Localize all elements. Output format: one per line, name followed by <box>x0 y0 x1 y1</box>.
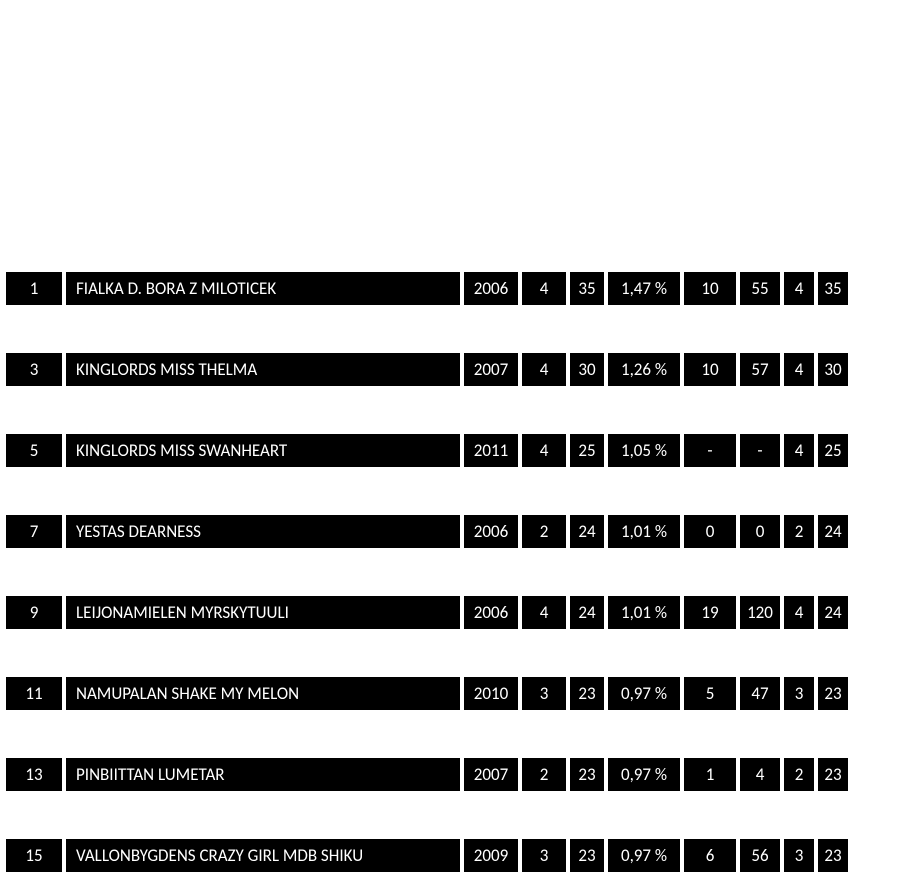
percent-cell: 0,97 % <box>608 677 680 710</box>
value-4-cell: 55 <box>740 272 780 305</box>
year-cell: 2009 <box>464 839 518 872</box>
percent-cell: 1,26 % <box>608 353 680 386</box>
rank-cell: 11 <box>6 677 62 710</box>
value-1-cell: 4 <box>522 596 566 629</box>
value-2-cell: 23 <box>570 839 604 872</box>
name-cell: YESTAS DEARNESS <box>66 515 460 548</box>
rank-cell: 3 <box>6 353 62 386</box>
value-2-cell: 23 <box>570 677 604 710</box>
table-row: 11NAMUPALAN SHAKE MY MELON20103230,97 %5… <box>6 677 896 710</box>
value-1-cell: 3 <box>522 677 566 710</box>
year-cell: 2006 <box>464 272 518 305</box>
value-1-cell: 3 <box>522 839 566 872</box>
value-2-cell: 35 <box>570 272 604 305</box>
value-4-cell: 120 <box>740 596 780 629</box>
value-3-cell: 19 <box>684 596 736 629</box>
value-2-cell: 24 <box>570 596 604 629</box>
value-6-cell: 35 <box>818 272 848 305</box>
value-2-cell: 24 <box>570 515 604 548</box>
value-6-cell: 23 <box>818 839 848 872</box>
value-3-cell: 1 <box>684 758 736 791</box>
value-4-cell: 4 <box>740 758 780 791</box>
rank-cell: 5 <box>6 434 62 467</box>
year-cell: 2006 <box>464 515 518 548</box>
rank-cell: 1 <box>6 272 62 305</box>
percent-cell: 1,47 % <box>608 272 680 305</box>
value-4-cell: 56 <box>740 839 780 872</box>
value-5-cell: 3 <box>784 839 814 872</box>
value-1-cell: 4 <box>522 272 566 305</box>
percent-cell: 0,97 % <box>608 839 680 872</box>
value-5-cell: 4 <box>784 353 814 386</box>
value-2-cell: 23 <box>570 758 604 791</box>
year-cell: 2006 <box>464 596 518 629</box>
value-4-cell: - <box>740 434 780 467</box>
value-4-cell: 0 <box>740 515 780 548</box>
name-cell: LEIJONAMIELEN MYRSKYTUULI <box>66 596 460 629</box>
value-3-cell: 10 <box>684 272 736 305</box>
rank-cell: 15 <box>6 839 62 872</box>
percent-cell: 1,01 % <box>608 596 680 629</box>
name-cell: KINGLORDS MISS SWANHEART <box>66 434 460 467</box>
year-cell: 2010 <box>464 677 518 710</box>
value-1-cell: 4 <box>522 353 566 386</box>
value-3-cell: 0 <box>684 515 736 548</box>
page: 1FIALKA D. BORA Z MILOTICEK20064351,47 %… <box>0 0 902 882</box>
value-6-cell: 24 <box>818 515 848 548</box>
table-row: 5KINGLORDS MISS SWANHEART20114251,05 %--… <box>6 434 896 467</box>
table-row: 13PINBIITTAN LUMETAR20072230,97 %14223 <box>6 758 896 791</box>
value-4-cell: 57 <box>740 353 780 386</box>
percent-cell: 0,97 % <box>608 758 680 791</box>
value-1-cell: 2 <box>522 758 566 791</box>
percent-cell: 1,01 % <box>608 515 680 548</box>
name-cell: KINGLORDS MISS THELMA <box>66 353 460 386</box>
name-cell: VALLONBYGDENS CRAZY GIRL MDB SHIKU <box>66 839 460 872</box>
percent-cell: 1,05 % <box>608 434 680 467</box>
value-5-cell: 3 <box>784 677 814 710</box>
name-cell: PINBIITTAN LUMETAR <box>66 758 460 791</box>
name-cell: NAMUPALAN SHAKE MY MELON <box>66 677 460 710</box>
name-cell: FIALKA D. BORA Z MILOTICEK <box>66 272 460 305</box>
table-row: 3KINGLORDS MISS THELMA20074301,26 %10574… <box>6 353 896 386</box>
value-6-cell: 25 <box>818 434 848 467</box>
value-3-cell: 5 <box>684 677 736 710</box>
value-4-cell: 47 <box>740 677 780 710</box>
value-6-cell: 30 <box>818 353 848 386</box>
value-5-cell: 4 <box>784 596 814 629</box>
value-6-cell: 23 <box>818 758 848 791</box>
value-2-cell: 30 <box>570 353 604 386</box>
value-3-cell: 6 <box>684 839 736 872</box>
value-5-cell: 4 <box>784 434 814 467</box>
value-5-cell: 4 <box>784 272 814 305</box>
table-row: 7YESTAS DEARNESS20062241,01 %00224 <box>6 515 896 548</box>
rank-cell: 7 <box>6 515 62 548</box>
year-cell: 2011 <box>464 434 518 467</box>
value-1-cell: 2 <box>522 515 566 548</box>
value-1-cell: 4 <box>522 434 566 467</box>
value-3-cell: - <box>684 434 736 467</box>
year-cell: 2007 <box>464 353 518 386</box>
table-row: 1FIALKA D. BORA Z MILOTICEK20064351,47 %… <box>6 272 896 305</box>
value-2-cell: 25 <box>570 434 604 467</box>
table-row: 15VALLONBYGDENS CRAZY GIRL MDB SHIKU2009… <box>6 839 896 872</box>
value-5-cell: 2 <box>784 758 814 791</box>
data-table: 1FIALKA D. BORA Z MILOTICEK20064351,47 %… <box>6 272 896 872</box>
table-row: 9LEIJONAMIELEN MYRSKYTUULI20064241,01 %1… <box>6 596 896 629</box>
value-3-cell: 10 <box>684 353 736 386</box>
value-6-cell: 24 <box>818 596 848 629</box>
value-6-cell: 23 <box>818 677 848 710</box>
value-5-cell: 2 <box>784 515 814 548</box>
rank-cell: 9 <box>6 596 62 629</box>
rank-cell: 13 <box>6 758 62 791</box>
year-cell: 2007 <box>464 758 518 791</box>
